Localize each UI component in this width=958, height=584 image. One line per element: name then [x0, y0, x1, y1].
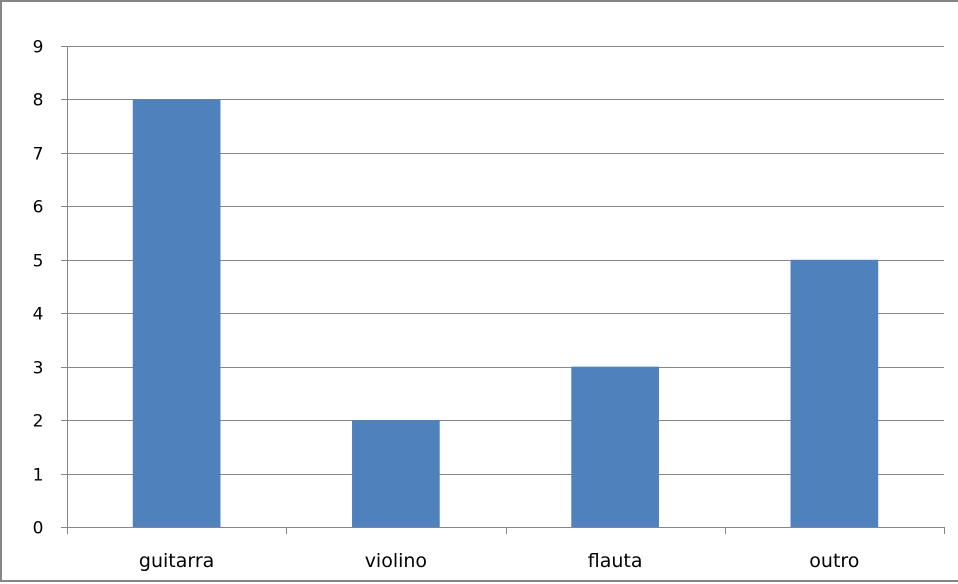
- x-category-label: violino: [365, 550, 427, 572]
- axes: [61, 46, 945, 534]
- y-tick-label: 9: [33, 38, 44, 58]
- bar-guitarra: [132, 99, 221, 527]
- y-tick-label: 0: [33, 519, 44, 539]
- y-tick-labels: 0 1 2 3 4 5 6 7 8 9: [33, 38, 44, 539]
- y-tick-label: 7: [33, 145, 44, 165]
- bar-outro: [790, 259, 879, 527]
- y-tick-label: 8: [33, 91, 44, 111]
- x-category-label: guitarra: [139, 550, 214, 572]
- y-tick-label: 1: [33, 466, 44, 486]
- y-tick-label: 3: [33, 359, 44, 379]
- x-category-label: flauta: [588, 550, 643, 572]
- bar-violino: [352, 420, 440, 527]
- bar-flauta: [571, 366, 659, 527]
- y-tick-label: 2: [33, 412, 44, 432]
- bars: [132, 99, 879, 527]
- y-tick-label: 5: [33, 252, 44, 272]
- y-tick-label: 6: [33, 198, 44, 218]
- x-category-labels: guitarra violino flauta outro: [139, 550, 860, 572]
- y-tick-label: 4: [33, 305, 44, 325]
- x-category-label: outro: [809, 550, 859, 572]
